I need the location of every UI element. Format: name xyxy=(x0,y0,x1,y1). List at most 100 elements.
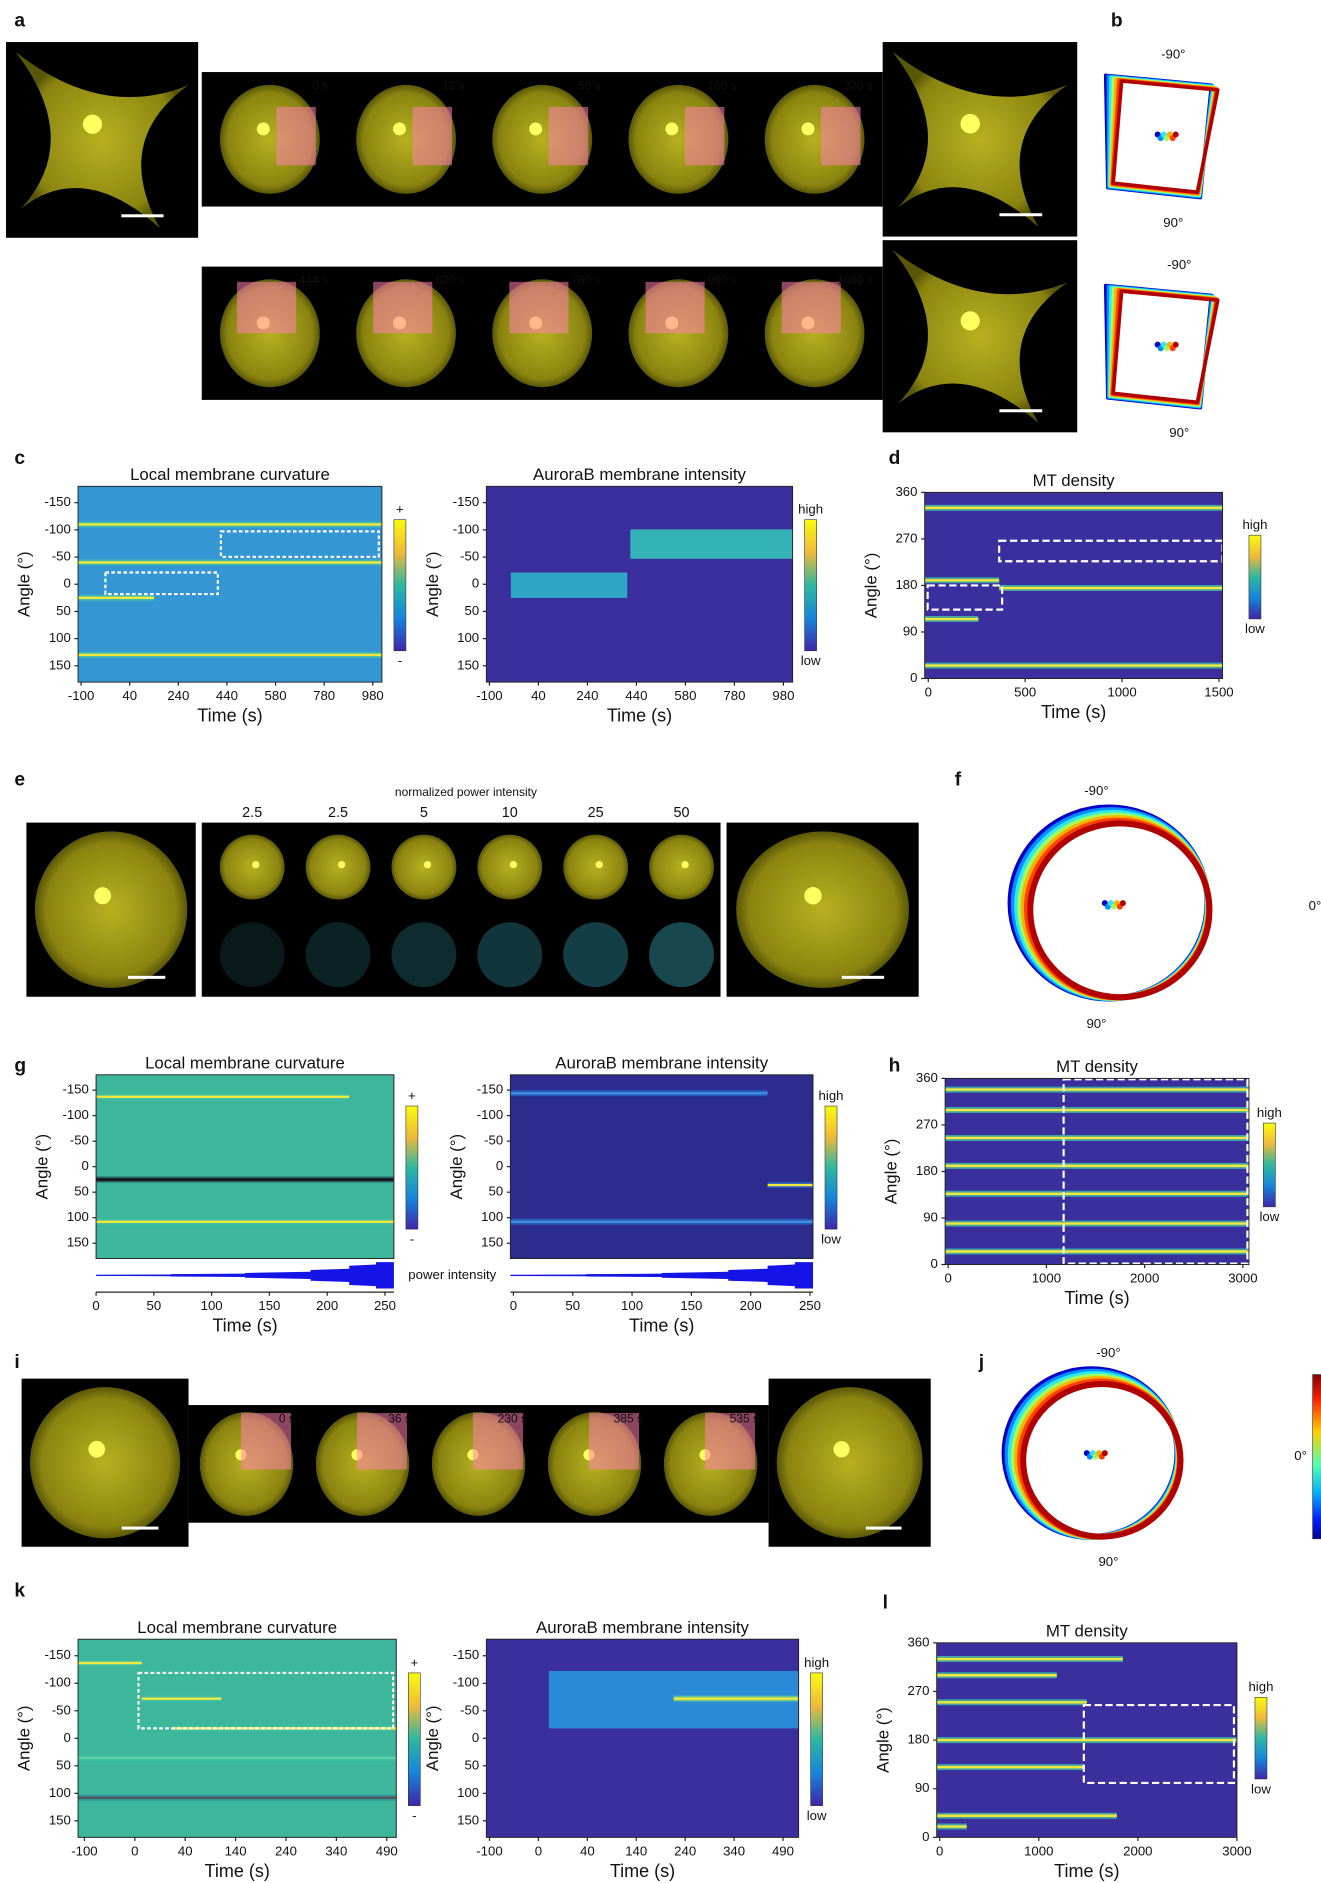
cell-spot xyxy=(804,887,821,904)
x-tick-label: 40 xyxy=(580,1843,595,1858)
angle-label: -90° xyxy=(1167,257,1191,272)
timestamp: 12 s xyxy=(442,79,465,93)
cell xyxy=(736,831,909,988)
y-tick-label: 50 xyxy=(56,603,71,618)
y-tick-label: -100 xyxy=(44,1675,70,1690)
y-tick-label: 90 xyxy=(903,623,918,638)
angle-label: -90° xyxy=(1084,783,1108,798)
timestamp: 0 s xyxy=(312,79,328,93)
scale-bar xyxy=(999,409,1042,412)
x-tick-label: 0 xyxy=(936,1843,943,1858)
plot-title: MT density xyxy=(1033,471,1115,490)
cell-spot xyxy=(83,115,102,134)
x-tick-label: 1500 xyxy=(1204,684,1233,699)
y-tick-label: -150 xyxy=(44,494,70,509)
plot-title: AuroraB membrane intensity xyxy=(536,1618,749,1637)
x-tick-label: 490 xyxy=(376,1843,398,1858)
x-axis-label: Time (s) xyxy=(212,1316,277,1336)
timestamp: 36 s xyxy=(388,1412,411,1426)
y-tick-label: -150 xyxy=(62,1082,88,1097)
power-level: 2.5 xyxy=(242,805,262,821)
x-tick-label: 1000 xyxy=(1107,684,1136,699)
colorbar-label: + xyxy=(410,1655,418,1670)
y-tick-label: 100 xyxy=(49,630,71,645)
timestamp: 50 s xyxy=(578,79,601,93)
colorbar-label: high xyxy=(1257,1105,1282,1120)
y-tick-label: 50 xyxy=(56,1757,71,1772)
y-tick-label: 360 xyxy=(895,484,917,499)
colorbar-label: low xyxy=(1245,621,1265,636)
x-tick-label: 240 xyxy=(275,1843,297,1858)
y-tick-label: 90 xyxy=(915,1780,930,1795)
scale-bar xyxy=(122,1527,159,1530)
colorbar-label: high xyxy=(1248,1679,1273,1694)
y-tick-label: -50 xyxy=(460,549,479,564)
y-tick-label: 180 xyxy=(895,577,917,592)
x-axis-label: Time (s) xyxy=(610,1861,675,1881)
heatmap-patch xyxy=(630,529,792,558)
timestamp: 444 s xyxy=(299,273,328,287)
y-tick-label: 100 xyxy=(457,630,479,645)
y-tick-label: 0 xyxy=(496,1158,503,1173)
body: abcdefghijkl0 s12 s50 s160 s320 s444 s62… xyxy=(0,0,1321,1883)
stimulation-area xyxy=(549,107,588,165)
power-level: 2.5 xyxy=(328,805,348,821)
timestamp: 1080 s xyxy=(837,273,873,287)
x-tick-label: 2000 xyxy=(1123,1843,1152,1858)
scale-bar xyxy=(128,976,165,979)
timestamp: 780 s xyxy=(571,273,600,287)
cell-spot xyxy=(961,311,980,330)
x-tick-label: 40 xyxy=(122,688,137,703)
cell xyxy=(306,835,371,900)
y-tick-label: 0 xyxy=(64,576,71,591)
x-tick-label: 980 xyxy=(772,688,794,703)
y-axis-label: Angle (°) xyxy=(861,553,880,619)
outline xyxy=(1030,823,1209,997)
panel-label: e xyxy=(14,770,25,791)
x-tick-label: 580 xyxy=(265,688,287,703)
heatmap-patch xyxy=(511,572,627,597)
colorbar-label: low xyxy=(801,653,821,668)
cell-spot xyxy=(529,122,542,135)
cell-cyan xyxy=(649,922,714,987)
x-tick-label: 340 xyxy=(325,1843,347,1858)
angle-label: 90° xyxy=(1163,215,1183,230)
stimulation-area xyxy=(237,282,296,333)
colorbar-label: low xyxy=(1251,1781,1271,1796)
x-axis-label: Time (s) xyxy=(629,1316,694,1336)
x-tick-label: -100 xyxy=(476,1843,502,1858)
cell-spot xyxy=(424,861,431,868)
timestamp: 160 s xyxy=(708,79,737,93)
caption: normalized power intensity xyxy=(395,785,537,799)
y-tick-label: -50 xyxy=(70,1133,89,1148)
x-tick-label: 1000 xyxy=(1024,1843,1053,1858)
power-intensity xyxy=(510,1262,813,1288)
colorbar-label: high xyxy=(804,1655,829,1670)
y-tick-label: 100 xyxy=(49,1785,71,1800)
power-level: 5 xyxy=(420,805,428,821)
y-tick-label: -50 xyxy=(52,1702,71,1717)
cell xyxy=(391,835,456,900)
y-tick-label: -100 xyxy=(477,1107,503,1122)
scale-bar xyxy=(842,976,884,979)
timestamp: 0 s xyxy=(279,1412,295,1426)
colorbar-label: low xyxy=(807,1808,827,1823)
x-tick-label: 240 xyxy=(576,688,598,703)
y-tick-label: 360 xyxy=(916,1070,938,1085)
stimulation-area xyxy=(821,107,860,165)
cell xyxy=(30,1387,180,1538)
power-level: 25 xyxy=(588,805,604,821)
cell-spot xyxy=(802,122,815,135)
power-label: power intensity xyxy=(408,1267,496,1282)
x-tick-label: 0 xyxy=(944,1270,951,1285)
scale-bar xyxy=(866,1527,902,1530)
stimulation-area xyxy=(276,107,315,165)
colorbar xyxy=(394,520,406,651)
y-tick-label: -150 xyxy=(453,1647,479,1662)
angle-label: 90° xyxy=(1169,425,1189,440)
y-axis-label: Angle (°) xyxy=(447,1134,466,1200)
x-tick-label: 200 xyxy=(316,1298,338,1313)
panel-label: i xyxy=(14,1352,19,1373)
heatmap xyxy=(78,1639,396,1837)
colorbar xyxy=(1263,1123,1275,1207)
